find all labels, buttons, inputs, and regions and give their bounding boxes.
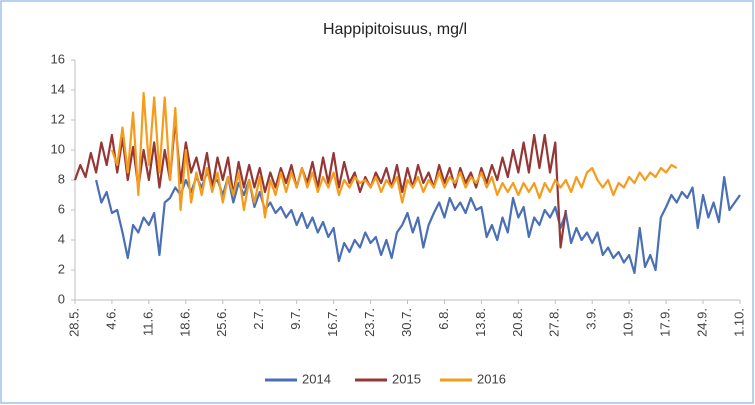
x-tick-label: 30.7.: [399, 308, 414, 337]
y-tick-label: 8: [58, 171, 65, 186]
series-line: [73, 118, 567, 249]
x-tick-label: 6.8.: [436, 308, 451, 330]
x-tick-label: 1.10.: [731, 308, 746, 337]
x-tick-label: 24.9.: [694, 308, 709, 337]
x-tick-label: 13.8.: [473, 308, 488, 337]
legend-label: 2015: [392, 371, 421, 386]
y-tick-label: 16: [51, 51, 65, 66]
x-tick-label: 3.9.: [584, 308, 599, 330]
x-tick-label: 18.6.: [177, 308, 192, 337]
x-tick-label: 25.6.: [214, 308, 229, 337]
y-tick-label: 12: [51, 111, 65, 126]
y-tick-label: 4: [58, 231, 65, 246]
x-tick-label: 10.9.: [621, 308, 636, 337]
y-tick-label: 0: [58, 291, 65, 306]
y-tick-label: 6: [58, 201, 65, 216]
chart-title: Happipitoisuus, mg/l: [323, 21, 467, 38]
legend-label: 2014: [302, 371, 331, 386]
x-tick-label: 17.9.: [658, 308, 673, 337]
x-tick-label: 9.7.: [288, 308, 303, 330]
series-line: [110, 91, 678, 219]
y-tick-label: 14: [51, 81, 65, 96]
x-tick-label: 20.8.: [510, 308, 525, 337]
x-tick-label: 4.6.: [103, 308, 118, 330]
legend-label: 2016: [477, 371, 506, 386]
x-tick-label: 16.7.: [325, 308, 340, 337]
x-tick-label: 11.6.: [140, 308, 155, 336]
x-tick-label: 28.5.: [66, 308, 81, 337]
x-tick-label: 2.7.: [251, 308, 266, 330]
x-tick-label: 23.7.: [362, 308, 377, 337]
x-tick-label: 27.8.: [547, 308, 562, 337]
y-tick-label: 10: [51, 141, 65, 156]
y-tick-label: 2: [58, 261, 65, 276]
